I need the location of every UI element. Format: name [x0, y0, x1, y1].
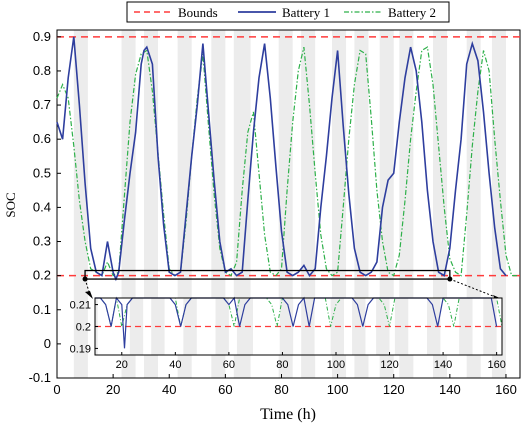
inset-x-axis-ticks: 20 40 60 80 100 120 140 160	[116, 352, 506, 371]
x-tick-label: 120	[383, 382, 405, 397]
y-tick-label: -0.1	[29, 370, 51, 385]
legend-bounds-label: Bounds	[178, 5, 218, 20]
inset-x-tick-label: 60	[223, 359, 235, 371]
x-tick-label: 0	[53, 382, 60, 397]
shaded-interval	[354, 30, 369, 378]
inset-y-axis-ticks: 0.19 0.2 0.21	[70, 300, 98, 355]
series-line-battery-2	[56, 46, 518, 277]
inset-x-tick-label: 100	[327, 359, 345, 371]
x-axis-ticks: 0 20 40 60 80 100 120 140 160	[53, 374, 517, 397]
shaded-interval	[177, 30, 192, 378]
y-tick-label: 0.8	[33, 63, 51, 78]
inset-shaded-interval	[215, 298, 229, 355]
shaded-interval	[73, 30, 88, 378]
zoom-connector-right	[449, 278, 499, 299]
inset-frame	[94, 297, 503, 356]
inset-x-tick-label: 120	[380, 359, 398, 371]
y-tick-label: 0.7	[33, 97, 51, 112]
y-axis-ticks: -0.1 0 0.1 0.2 0.3 0.4 0.5 0.6 0.7 0.8 0.9	[29, 29, 61, 385]
y-axis-title: SOC	[3, 192, 18, 217]
legend-battery-1-label: Battery 1	[282, 5, 330, 20]
plot-area-frame	[56, 29, 521, 379]
zoom-anchor-right	[447, 276, 453, 282]
main-plot: 0 20 40 60 80 100 120 140 160 -0.100.10.20.30.40…	[29, 29, 521, 397]
inset-plot: 20 40 60 80 100 120 140 160 0.19 0.2 0.21	[70, 296, 506, 371]
x-tick-label: 140	[439, 382, 461, 397]
zoom-arrow-left	[85, 291, 93, 299]
y-tick-label: 0.6	[33, 131, 51, 146]
y-tick-label: 0.5	[33, 165, 51, 180]
shaded-interval	[211, 30, 226, 378]
inset-shaded-interval	[427, 298, 441, 355]
inset-x-tick-label: 140	[434, 359, 452, 371]
y-tick-label: 0.2	[33, 268, 51, 283]
y-tick-label: 0	[44, 336, 51, 351]
inset-y-tick-label: 0.2	[76, 322, 91, 334]
shaded-interval	[399, 30, 414, 378]
shaded-regions	[73, 30, 506, 378]
shaded-interval	[121, 30, 136, 378]
legend-box	[126, 1, 450, 23]
y-tick-label: 0.1	[33, 302, 51, 317]
inset-x-tick-label: 40	[169, 359, 181, 371]
shaded-interval	[379, 30, 394, 378]
x-tick-label: 80	[274, 382, 288, 397]
shaded-interval	[233, 30, 251, 378]
legend-battery-2-label: Battery 2	[388, 5, 436, 20]
inset-y-tick-label: 0.19	[70, 343, 91, 355]
zoom-window-rect	[84, 269, 451, 280]
legend: Bounds Battery 1 Battery 2	[126, 1, 450, 23]
series-line-battery-1	[56, 36, 507, 282]
x-tick-label: 100	[327, 382, 349, 397]
shaded-interval	[491, 30, 506, 378]
y-tick-label: 0.3	[33, 234, 51, 249]
x-axis-title: Time (h)	[260, 406, 316, 423]
x-tick-label: 60	[218, 382, 232, 397]
shaded-interval	[301, 30, 316, 378]
inset-x-tick-label: 160	[487, 359, 505, 371]
inset-y-tick-label: 0.21	[70, 300, 91, 312]
inset-shaded-interval	[236, 298, 253, 355]
zoom-anchor-left	[82, 276, 88, 282]
y-tick-label: 0.4	[33, 199, 51, 214]
shaded-interval	[466, 30, 481, 378]
x-tick-label: 20	[106, 382, 120, 397]
y-tick-label: 0.9	[33, 29, 51, 44]
x-tick-label: 40	[162, 382, 176, 397]
inset-x-tick-label: 20	[116, 359, 128, 371]
inset-shaded-interval	[394, 298, 409, 355]
x-tick-label: 160	[495, 382, 517, 397]
inset-x-tick-label: 80	[276, 359, 288, 371]
